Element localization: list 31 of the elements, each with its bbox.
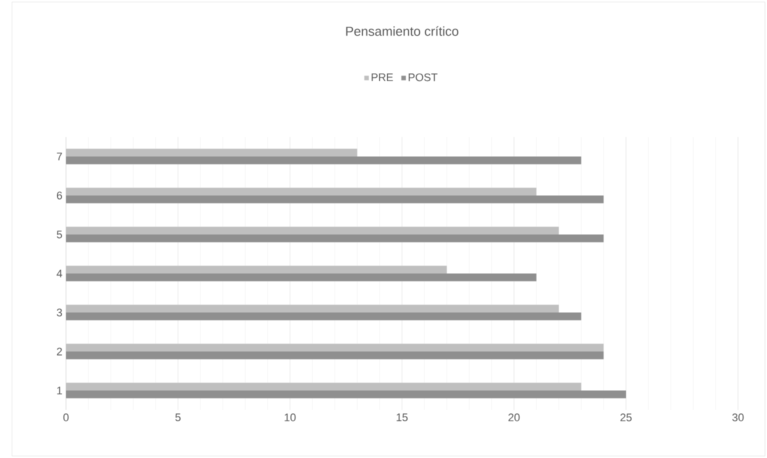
bar: [66, 312, 582, 320]
y-tick-label: 4: [56, 270, 62, 278]
y-tick-label: 5: [56, 230, 62, 238]
bar: [66, 352, 604, 360]
x-tick-label: 20: [508, 414, 520, 422]
x-tick-label: 30: [732, 414, 744, 422]
y-tick-label: 1: [57, 386, 62, 394]
bar: [66, 234, 604, 242]
chart-title: Pensamiento crítico: [346, 26, 458, 36]
x-tick-label: 15: [396, 414, 408, 422]
legend-label: POST: [408, 73, 438, 82]
x-tick-label: 10: [284, 414, 296, 422]
legend-label: PRE: [372, 74, 393, 82]
bar: [66, 226, 559, 235]
y-tick-label: 2: [56, 348, 62, 356]
x-tick-label: 5: [175, 414, 181, 422]
bar: [66, 344, 604, 352]
bar: [66, 148, 358, 157]
bar: [66, 156, 582, 164]
bar: [66, 188, 536, 196]
bar: [66, 266, 447, 274]
bar: [66, 196, 604, 204]
y-tick-label: 6: [56, 192, 62, 200]
y-tick-label: 7: [56, 152, 62, 160]
bar: [66, 382, 582, 391]
bar: [66, 304, 559, 313]
x-tick-label: 25: [620, 414, 632, 422]
bar: [66, 390, 626, 398]
y-tick-label: 3: [56, 308, 62, 316]
bar: [66, 274, 536, 282]
x-tick-label: 0: [63, 414, 69, 422]
